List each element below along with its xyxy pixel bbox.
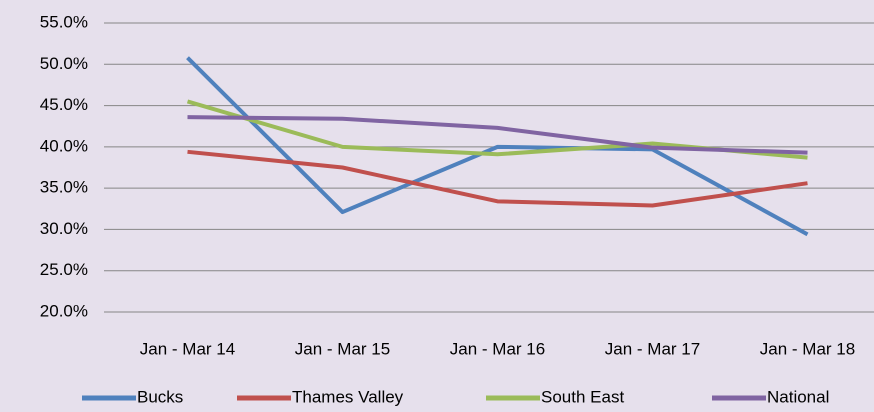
y-tick-label: 55.0% — [40, 12, 88, 31]
y-tick-label: 45.0% — [40, 95, 88, 114]
x-tick-label: Jan - Mar 14 — [140, 339, 235, 358]
x-tick-label: Jan - Mar 18 — [760, 339, 855, 358]
y-tick-label: 35.0% — [40, 178, 88, 197]
series-line — [187, 149, 808, 208]
legend-label: South East — [541, 387, 624, 406]
y-tick-label: 25.0% — [40, 260, 88, 279]
y-tick-label: 30.0% — [40, 219, 88, 238]
series-line — [186, 56, 809, 237]
x-tick-label: Jan - Mar 17 — [605, 339, 700, 358]
y-tick-label: 40.0% — [40, 136, 88, 155]
x-tick-label: Jan - Mar 16 — [450, 339, 545, 358]
legend-label: Bucks — [137, 387, 183, 406]
legend-label: National — [767, 387, 829, 406]
y-tick-label: 50.0% — [40, 54, 88, 73]
x-tick-label: Jan - Mar 15 — [295, 339, 390, 358]
legend-label: Thames Valley — [292, 387, 404, 406]
series-line — [187, 115, 808, 155]
y-tick-label: 20.0% — [40, 301, 88, 320]
